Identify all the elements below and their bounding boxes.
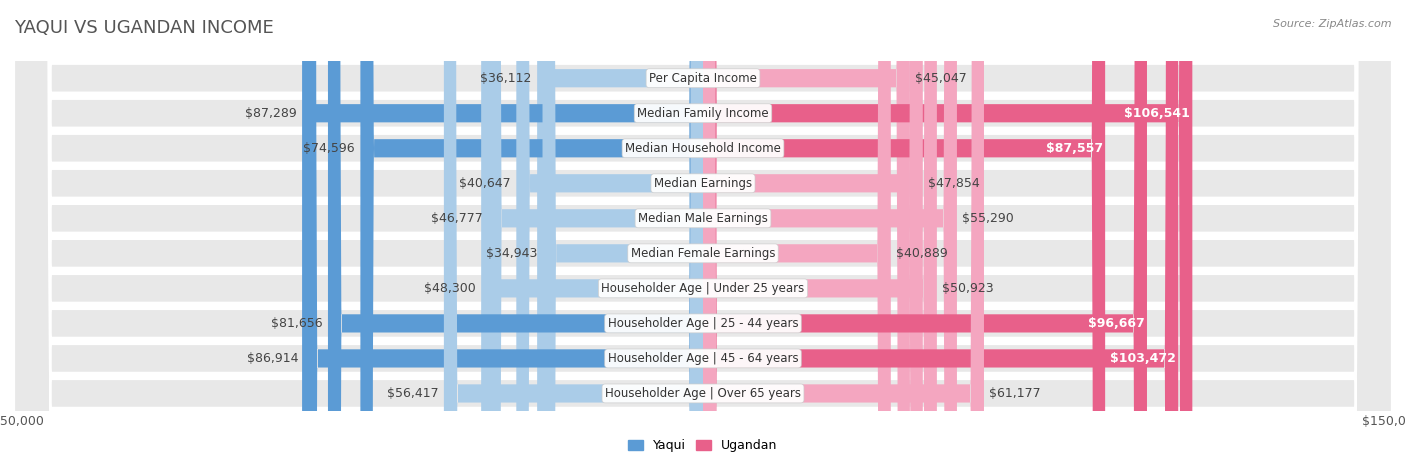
FancyBboxPatch shape: [481, 0, 703, 467]
FancyBboxPatch shape: [703, 0, 1178, 467]
FancyBboxPatch shape: [703, 0, 891, 467]
FancyBboxPatch shape: [14, 0, 1392, 467]
FancyBboxPatch shape: [703, 0, 1192, 467]
Text: $56,417: $56,417: [387, 387, 439, 400]
FancyBboxPatch shape: [14, 0, 1392, 467]
FancyBboxPatch shape: [537, 0, 703, 467]
Text: Householder Age | 45 - 64 years: Householder Age | 45 - 64 years: [607, 352, 799, 365]
FancyBboxPatch shape: [14, 0, 1392, 467]
Text: $48,300: $48,300: [423, 282, 475, 295]
Text: Median Female Earnings: Median Female Earnings: [631, 247, 775, 260]
FancyBboxPatch shape: [703, 0, 922, 467]
FancyBboxPatch shape: [444, 0, 703, 467]
FancyBboxPatch shape: [14, 0, 1392, 467]
FancyBboxPatch shape: [703, 0, 957, 467]
FancyBboxPatch shape: [14, 0, 1392, 467]
Text: Median Male Earnings: Median Male Earnings: [638, 212, 768, 225]
Text: $55,290: $55,290: [963, 212, 1014, 225]
FancyBboxPatch shape: [14, 0, 1392, 467]
Text: $36,112: $36,112: [481, 72, 531, 85]
Text: YAQUI VS UGANDAN INCOME: YAQUI VS UGANDAN INCOME: [14, 19, 274, 37]
Text: $45,047: $45,047: [915, 72, 967, 85]
FancyBboxPatch shape: [14, 0, 1392, 467]
Text: $74,596: $74,596: [304, 142, 354, 155]
FancyBboxPatch shape: [302, 0, 703, 467]
FancyBboxPatch shape: [703, 0, 1147, 467]
FancyBboxPatch shape: [703, 0, 936, 467]
Text: $47,854: $47,854: [928, 177, 980, 190]
FancyBboxPatch shape: [360, 0, 703, 467]
FancyBboxPatch shape: [14, 0, 1392, 467]
Text: $46,777: $46,777: [430, 212, 482, 225]
FancyBboxPatch shape: [703, 0, 910, 467]
Text: $34,943: $34,943: [485, 247, 537, 260]
Text: $86,914: $86,914: [247, 352, 298, 365]
Text: Source: ZipAtlas.com: Source: ZipAtlas.com: [1274, 19, 1392, 28]
Text: $103,472: $103,472: [1111, 352, 1177, 365]
FancyBboxPatch shape: [304, 0, 703, 467]
FancyBboxPatch shape: [14, 0, 1392, 467]
Text: $87,557: $87,557: [1046, 142, 1104, 155]
Text: Householder Age | Over 65 years: Householder Age | Over 65 years: [605, 387, 801, 400]
FancyBboxPatch shape: [14, 0, 1392, 467]
Text: Householder Age | 25 - 44 years: Householder Age | 25 - 44 years: [607, 317, 799, 330]
Text: $81,656: $81,656: [271, 317, 322, 330]
Text: $61,177: $61,177: [990, 387, 1040, 400]
Text: Per Capita Income: Per Capita Income: [650, 72, 756, 85]
Text: $87,289: $87,289: [245, 107, 297, 120]
Text: Median Household Income: Median Household Income: [626, 142, 780, 155]
Text: Median Earnings: Median Earnings: [654, 177, 752, 190]
Text: $50,923: $50,923: [942, 282, 994, 295]
Text: Median Family Income: Median Family Income: [637, 107, 769, 120]
FancyBboxPatch shape: [543, 0, 703, 467]
FancyBboxPatch shape: [516, 0, 703, 467]
Text: $96,667: $96,667: [1088, 317, 1144, 330]
Text: $106,541: $106,541: [1125, 107, 1191, 120]
Text: Householder Age | Under 25 years: Householder Age | Under 25 years: [602, 282, 804, 295]
Text: $40,889: $40,889: [896, 247, 948, 260]
FancyBboxPatch shape: [703, 0, 984, 467]
Text: $40,647: $40,647: [460, 177, 510, 190]
FancyBboxPatch shape: [703, 0, 1105, 467]
Legend: Yaqui, Ugandan: Yaqui, Ugandan: [623, 434, 783, 457]
FancyBboxPatch shape: [488, 0, 703, 467]
FancyBboxPatch shape: [328, 0, 703, 467]
